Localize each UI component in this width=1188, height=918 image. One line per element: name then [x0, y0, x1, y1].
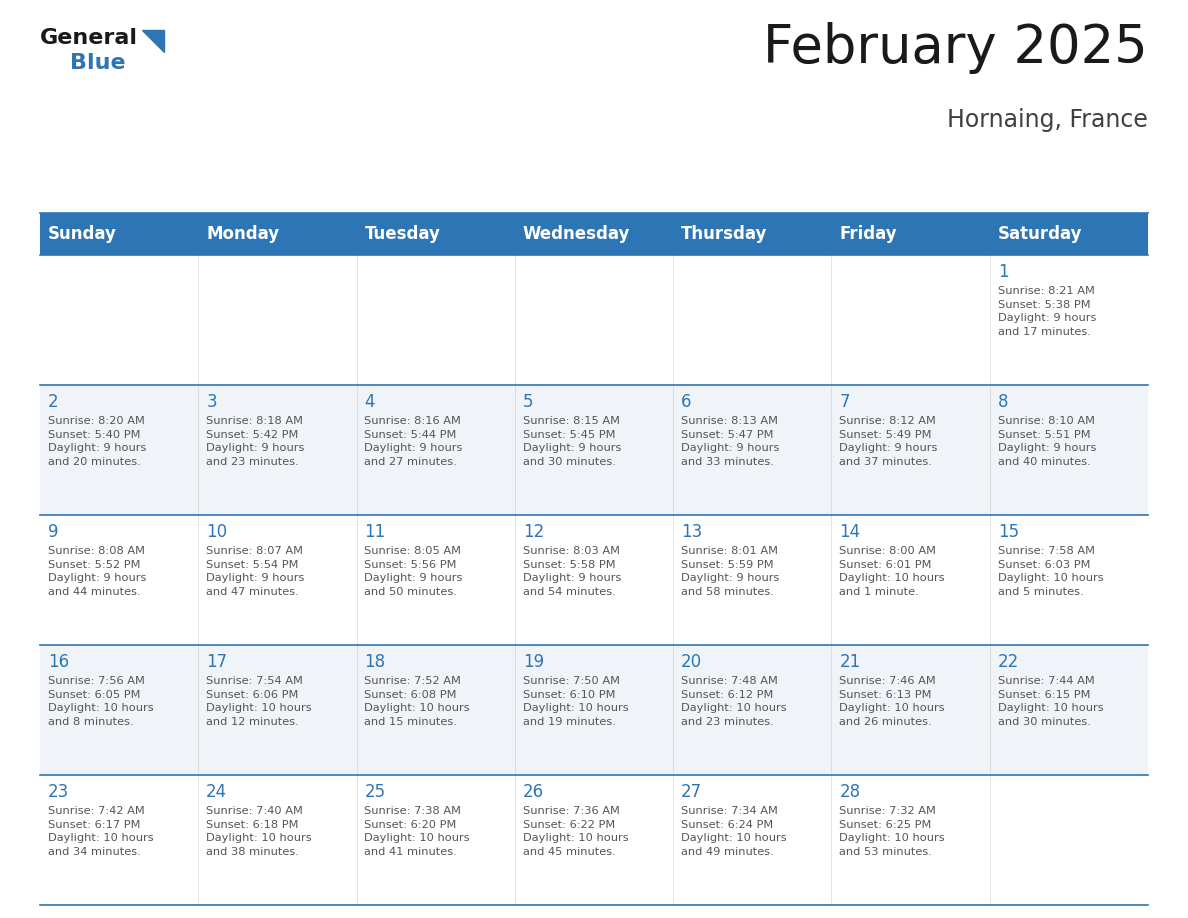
Text: 25: 25 [365, 783, 386, 800]
Text: 20: 20 [681, 653, 702, 671]
Text: Sunrise: 8:08 AM
Sunset: 5:52 PM
Daylight: 9 hours
and 44 minutes.: Sunrise: 8:08 AM Sunset: 5:52 PM Dayligh… [48, 546, 146, 597]
Text: Sunrise: 7:34 AM
Sunset: 6:24 PM
Daylight: 10 hours
and 49 minutes.: Sunrise: 7:34 AM Sunset: 6:24 PM Dayligh… [681, 806, 786, 857]
Text: 23: 23 [48, 783, 69, 800]
Text: Sunrise: 7:54 AM
Sunset: 6:06 PM
Daylight: 10 hours
and 12 minutes.: Sunrise: 7:54 AM Sunset: 6:06 PM Dayligh… [207, 677, 311, 727]
Text: Hornaing, France: Hornaing, France [947, 108, 1148, 132]
Text: Sunrise: 8:13 AM
Sunset: 5:47 PM
Daylight: 9 hours
and 33 minutes.: Sunrise: 8:13 AM Sunset: 5:47 PM Dayligh… [681, 416, 779, 467]
Text: 21: 21 [840, 653, 860, 671]
Text: Sunrise: 7:32 AM
Sunset: 6:25 PM
Daylight: 10 hours
and 53 minutes.: Sunrise: 7:32 AM Sunset: 6:25 PM Dayligh… [840, 806, 944, 857]
Text: 26: 26 [523, 783, 544, 800]
Text: 3: 3 [207, 393, 217, 410]
Text: 10: 10 [207, 522, 227, 541]
Text: 12: 12 [523, 522, 544, 541]
Text: Thursday: Thursday [681, 225, 767, 243]
Text: 4: 4 [365, 393, 375, 410]
Text: 8: 8 [998, 393, 1009, 410]
Bar [40, 515, 1148, 645]
Text: Blue: Blue [70, 53, 126, 73]
Text: General: General [40, 28, 138, 48]
Text: Sunrise: 7:58 AM
Sunset: 6:03 PM
Daylight: 10 hours
and 5 minutes.: Sunrise: 7:58 AM Sunset: 6:03 PM Dayligh… [998, 546, 1104, 597]
Text: Sunrise: 7:52 AM
Sunset: 6:08 PM
Daylight: 10 hours
and 15 minutes.: Sunrise: 7:52 AM Sunset: 6:08 PM Dayligh… [365, 677, 470, 727]
Text: Sunrise: 8:15 AM
Sunset: 5:45 PM
Daylight: 9 hours
and 30 minutes.: Sunrise: 8:15 AM Sunset: 5:45 PM Dayligh… [523, 416, 621, 467]
Text: Sunrise: 7:46 AM
Sunset: 6:13 PM
Daylight: 10 hours
and 26 minutes.: Sunrise: 7:46 AM Sunset: 6:13 PM Dayligh… [840, 677, 944, 727]
Text: 28: 28 [840, 783, 860, 800]
Polygon shape [143, 30, 164, 52]
Text: 13: 13 [681, 522, 702, 541]
Text: 1: 1 [998, 263, 1009, 281]
Bar [40, 645, 1148, 775]
Text: 6: 6 [681, 393, 691, 410]
Text: Sunrise: 8:01 AM
Sunset: 5:59 PM
Daylight: 9 hours
and 58 minutes.: Sunrise: 8:01 AM Sunset: 5:59 PM Dayligh… [681, 546, 779, 597]
Text: Sunrise: 8:10 AM
Sunset: 5:51 PM
Daylight: 9 hours
and 40 minutes.: Sunrise: 8:10 AM Sunset: 5:51 PM Dayligh… [998, 416, 1097, 467]
Bar [40, 385, 1148, 515]
Text: Sunrise: 7:56 AM
Sunset: 6:05 PM
Daylight: 10 hours
and 8 minutes.: Sunrise: 7:56 AM Sunset: 6:05 PM Dayligh… [48, 677, 153, 727]
Text: 27: 27 [681, 783, 702, 800]
Text: 18: 18 [365, 653, 386, 671]
Text: 7: 7 [840, 393, 849, 410]
Text: Sunrise: 8:16 AM
Sunset: 5:44 PM
Daylight: 9 hours
and 27 minutes.: Sunrise: 8:16 AM Sunset: 5:44 PM Dayligh… [365, 416, 463, 467]
Text: Sunrise: 8:07 AM
Sunset: 5:54 PM
Daylight: 9 hours
and 47 minutes.: Sunrise: 8:07 AM Sunset: 5:54 PM Dayligh… [207, 546, 304, 597]
Text: 24: 24 [207, 783, 227, 800]
Text: Tuesday: Tuesday [365, 225, 441, 243]
Text: 2: 2 [48, 393, 58, 410]
Text: Sunday: Sunday [48, 225, 116, 243]
Text: Sunrise: 7:36 AM
Sunset: 6:22 PM
Daylight: 10 hours
and 45 minutes.: Sunrise: 7:36 AM Sunset: 6:22 PM Dayligh… [523, 806, 628, 857]
Text: Sunrise: 8:00 AM
Sunset: 6:01 PM
Daylight: 10 hours
and 1 minute.: Sunrise: 8:00 AM Sunset: 6:01 PM Dayligh… [840, 546, 944, 597]
Text: 15: 15 [998, 522, 1019, 541]
Text: 16: 16 [48, 653, 69, 671]
Text: Sunrise: 7:48 AM
Sunset: 6:12 PM
Daylight: 10 hours
and 23 minutes.: Sunrise: 7:48 AM Sunset: 6:12 PM Dayligh… [681, 677, 786, 727]
Text: Sunrise: 7:42 AM
Sunset: 6:17 PM
Daylight: 10 hours
and 34 minutes.: Sunrise: 7:42 AM Sunset: 6:17 PM Dayligh… [48, 806, 153, 857]
Text: Sunrise: 8:21 AM
Sunset: 5:38 PM
Daylight: 9 hours
and 17 minutes.: Sunrise: 8:21 AM Sunset: 5:38 PM Dayligh… [998, 286, 1097, 337]
Text: Sunrise: 7:38 AM
Sunset: 6:20 PM
Daylight: 10 hours
and 41 minutes.: Sunrise: 7:38 AM Sunset: 6:20 PM Dayligh… [365, 806, 470, 857]
Text: Wednesday: Wednesday [523, 225, 630, 243]
Bar [40, 213, 1148, 255]
Text: 11: 11 [365, 522, 386, 541]
Text: 17: 17 [207, 653, 227, 671]
Bar [40, 775, 1148, 905]
Text: Sunrise: 7:50 AM
Sunset: 6:10 PM
Daylight: 10 hours
and 19 minutes.: Sunrise: 7:50 AM Sunset: 6:10 PM Dayligh… [523, 677, 628, 727]
Text: Sunrise: 8:03 AM
Sunset: 5:58 PM
Daylight: 9 hours
and 54 minutes.: Sunrise: 8:03 AM Sunset: 5:58 PM Dayligh… [523, 546, 621, 597]
Text: Sunrise: 8:12 AM
Sunset: 5:49 PM
Daylight: 9 hours
and 37 minutes.: Sunrise: 8:12 AM Sunset: 5:49 PM Dayligh… [840, 416, 937, 467]
Text: Sunrise: 8:18 AM
Sunset: 5:42 PM
Daylight: 9 hours
and 23 minutes.: Sunrise: 8:18 AM Sunset: 5:42 PM Dayligh… [207, 416, 304, 467]
Text: Sunrise: 8:20 AM
Sunset: 5:40 PM
Daylight: 9 hours
and 20 minutes.: Sunrise: 8:20 AM Sunset: 5:40 PM Dayligh… [48, 416, 146, 467]
Text: 14: 14 [840, 522, 860, 541]
Text: Friday: Friday [840, 225, 897, 243]
Text: 19: 19 [523, 653, 544, 671]
Text: 9: 9 [48, 522, 58, 541]
Text: Sunrise: 7:40 AM
Sunset: 6:18 PM
Daylight: 10 hours
and 38 minutes.: Sunrise: 7:40 AM Sunset: 6:18 PM Dayligh… [207, 806, 311, 857]
Bar [40, 255, 1148, 385]
Text: Saturday: Saturday [998, 225, 1082, 243]
Text: February 2025: February 2025 [763, 22, 1148, 74]
Text: 22: 22 [998, 653, 1019, 671]
Text: Sunrise: 8:05 AM
Sunset: 5:56 PM
Daylight: 9 hours
and 50 minutes.: Sunrise: 8:05 AM Sunset: 5:56 PM Dayligh… [365, 546, 463, 597]
Text: Monday: Monday [207, 225, 279, 243]
Text: Sunrise: 7:44 AM
Sunset: 6:15 PM
Daylight: 10 hours
and 30 minutes.: Sunrise: 7:44 AM Sunset: 6:15 PM Dayligh… [998, 677, 1104, 727]
Text: 5: 5 [523, 393, 533, 410]
